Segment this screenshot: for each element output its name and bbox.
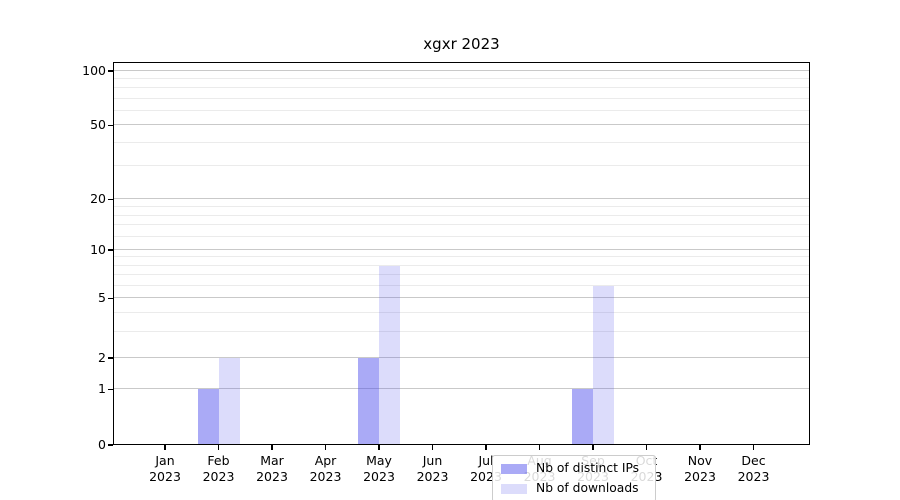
bar-feb-series1 xyxy=(218,358,240,445)
y-tick-label: 2 xyxy=(98,350,106,366)
legend-swatch-distinct-ips xyxy=(501,463,527,474)
gridline-minor xyxy=(113,224,810,226)
bar-sep-series1 xyxy=(593,285,614,445)
gridline-minor xyxy=(113,97,810,99)
x-tick-year: 2023 xyxy=(309,469,342,484)
x-tick-mark xyxy=(164,445,166,450)
legend-item-distinct-ips: Nb of distinct IPs xyxy=(501,461,639,476)
x-tick-mark xyxy=(752,445,755,450)
x-tick-mark xyxy=(592,445,594,450)
x-tick-mark xyxy=(431,445,434,450)
x-tick-mark xyxy=(538,445,541,450)
x-tick-month: Nov xyxy=(687,453,713,468)
y-tick-label: 100 xyxy=(82,63,106,78)
x-tick-month: Apr xyxy=(314,453,337,468)
gridline-minor xyxy=(113,109,810,111)
x-tick-label: Mar 2023 xyxy=(241,453,303,485)
y-tick-label: 50 xyxy=(90,117,106,133)
x-tick-year: 2023 xyxy=(684,469,716,484)
x-tick-month: Jul xyxy=(478,453,494,468)
y-tick-mark xyxy=(108,198,113,200)
x-tick-label: Nov 2023 xyxy=(669,453,731,485)
x-tick-year: 2023 xyxy=(149,469,181,484)
gridline-minor xyxy=(113,87,810,89)
gridline-major xyxy=(113,198,810,200)
y-tick-mark xyxy=(108,357,113,359)
y-tick-mark xyxy=(108,124,113,126)
gridline-minor xyxy=(113,142,810,144)
y-tick-mark xyxy=(108,388,113,391)
gridline-major xyxy=(113,70,810,72)
x-tick-month: Dec xyxy=(741,453,766,468)
legend-label-downloads: Nb of downloads xyxy=(536,481,639,495)
gridline-major xyxy=(113,388,810,390)
gridline-minor xyxy=(113,273,810,275)
y-tick-mark xyxy=(108,70,113,72)
bar-may-series1 xyxy=(379,265,400,445)
y-tick-label: 10 xyxy=(90,242,106,258)
x-tick-mark xyxy=(699,445,701,450)
y-tick-label: 5 xyxy=(98,290,106,306)
gridline-minor xyxy=(113,256,810,258)
x-tick-month: Mar xyxy=(260,453,284,468)
x-tick-month: Jan xyxy=(155,453,175,468)
x-tick-label: Jun 2023 xyxy=(402,453,464,485)
x-tick-year: 2023 xyxy=(202,469,235,484)
bar-feb-series0 xyxy=(197,389,219,445)
x-tick-mark xyxy=(217,445,220,450)
plot-area: Nb of distinct IPs Nb of downloads xyxy=(113,62,810,500)
gridline-minor xyxy=(113,311,810,313)
gridline-major xyxy=(113,297,810,299)
gridline-minor xyxy=(113,214,810,216)
x-tick-month: Feb xyxy=(207,453,230,468)
x-tick-label: Feb 2023 xyxy=(188,453,250,485)
x-tick-mark xyxy=(271,445,273,450)
bar-sep-series0 xyxy=(572,389,593,445)
legend-label-distinct-ips: Nb of distinct IPs xyxy=(536,461,640,475)
x-tick-label: Jan 2023 xyxy=(134,453,196,485)
legend-item-downloads: Nb of downloads xyxy=(501,481,639,496)
gridline-minor xyxy=(113,284,810,286)
x-tick-label: Apr 2023 xyxy=(295,453,357,485)
x-tick-label: Dec 2023 xyxy=(723,453,785,485)
x-tick-month: Jun xyxy=(422,453,443,468)
x-tick-mark xyxy=(378,445,380,450)
x-tick-mark xyxy=(645,445,648,450)
x-tick-year: 2023 xyxy=(737,469,770,484)
y-tick-label: 0 xyxy=(98,437,106,452)
y-tick-label: 20 xyxy=(90,191,106,207)
x-tick-mark xyxy=(324,445,327,450)
gridline-minor xyxy=(113,264,810,266)
x-tick-month: May xyxy=(366,453,392,468)
gridline-minor xyxy=(113,330,810,332)
x-tick-label: May 2023 xyxy=(348,453,410,485)
gridline-minor xyxy=(113,165,810,167)
gridline-minor xyxy=(113,205,810,207)
gridline-major xyxy=(113,249,810,251)
gridline-major xyxy=(113,124,810,126)
x-tick-year: 2023 xyxy=(416,469,449,484)
x-tick-year: 2023 xyxy=(256,469,288,484)
y-tick-mark xyxy=(108,444,113,446)
legend: Nb of distinct IPs Nb of downloads xyxy=(492,455,657,500)
gridline-major xyxy=(113,357,810,359)
y-tick-mark xyxy=(108,249,113,251)
bar-may-series0 xyxy=(358,358,379,445)
x-tick-year: 2023 xyxy=(363,469,395,484)
y-tick-label: 1 xyxy=(98,381,106,397)
gridline-minor xyxy=(113,78,810,80)
chart-title: xgxr 2023 xyxy=(423,35,500,53)
y-tick-mark xyxy=(108,297,113,299)
legend-swatch-downloads xyxy=(501,483,527,494)
gridline-minor xyxy=(113,235,810,237)
x-tick-mark xyxy=(485,445,487,450)
